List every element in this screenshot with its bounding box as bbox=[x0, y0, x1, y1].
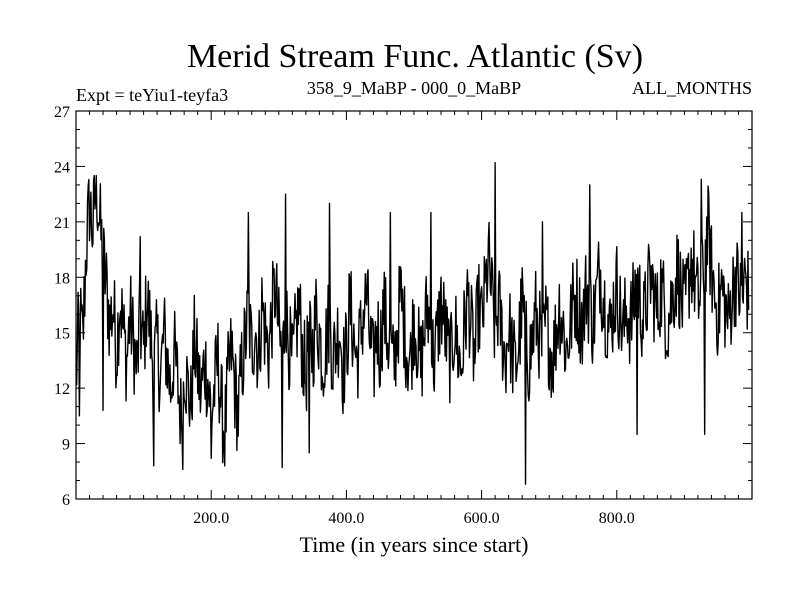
y-tick-label: 27 bbox=[54, 104, 70, 121]
y-tick-label: 6 bbox=[62, 492, 70, 509]
x-tick-label: 400.0 bbox=[328, 510, 364, 527]
subtitle-experiment: Expt = teYiu1-teyfa3 bbox=[76, 85, 228, 105]
y-tick-label: 15 bbox=[54, 326, 70, 343]
chart-title: Merid Stream Func. Atlantic (Sv) bbox=[187, 38, 643, 75]
y-tick-label: 18 bbox=[54, 270, 70, 287]
y-axis: 6 9 12 15 18 21 24 27 bbox=[54, 104, 752, 509]
x-axis-label: Time (in years since start) bbox=[300, 532, 529, 557]
subtitle-period: 358_9_MaBP - 000_0_MaBP bbox=[307, 78, 521, 98]
x-axis: 200.0 400.0 600.0 800.0 bbox=[89, 111, 739, 527]
y-tick-label: 24 bbox=[54, 159, 70, 176]
y-tick-label: 9 bbox=[62, 437, 70, 454]
subtitle-months: ALL_MONTHS bbox=[632, 78, 752, 98]
y-tick-label: 12 bbox=[54, 381, 70, 398]
x-tick-label: 800.0 bbox=[599, 510, 635, 527]
series-line-stream-function bbox=[75, 162, 750, 485]
x-tick-label: 600.0 bbox=[464, 510, 500, 527]
x-tick-label: 200.0 bbox=[193, 510, 229, 527]
y-tick-label: 21 bbox=[54, 215, 70, 232]
